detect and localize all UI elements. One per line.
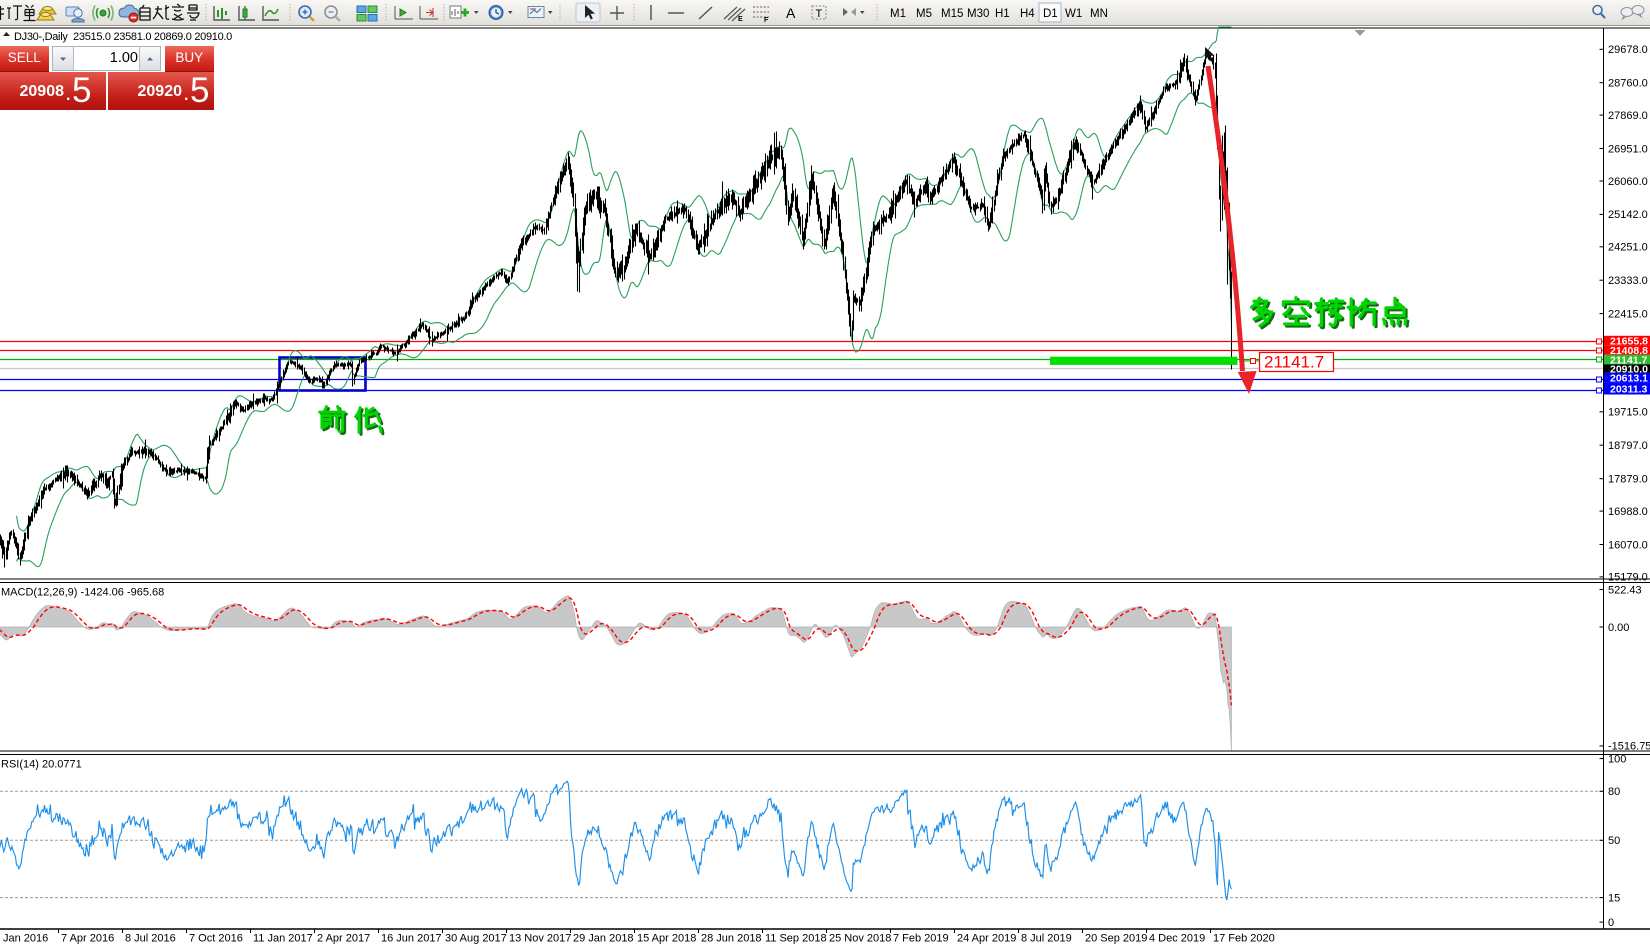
svg-text:27869.0: 27869.0 <box>1608 110 1648 122</box>
svg-text:23333.0: 23333.0 <box>1608 275 1648 287</box>
svg-text:100: 100 <box>1608 753 1626 765</box>
svg-text:A: A <box>786 5 796 21</box>
svg-text:19715.0: 19715.0 <box>1608 407 1648 419</box>
svg-text:22415.0: 22415.0 <box>1608 308 1648 320</box>
svg-text:25142.0: 25142.0 <box>1608 209 1648 221</box>
svg-text:26951.0: 26951.0 <box>1608 143 1648 155</box>
svg-text:Jan 2016: Jan 2016 <box>3 933 48 945</box>
svg-text:50: 50 <box>1608 835 1620 847</box>
svg-text:7 Feb 2019: 7 Feb 2019 <box>893 933 949 945</box>
svg-text:-1516.75: -1516.75 <box>1608 741 1650 753</box>
svg-text:MN: MN <box>1090 8 1108 20</box>
svg-text:15 Apr 2018: 15 Apr 2018 <box>637 933 696 945</box>
svg-text:D1: D1 <box>1043 8 1058 20</box>
svg-text:21408.8: 21408.8 <box>1610 345 1648 357</box>
svg-text:M5: M5 <box>916 8 932 20</box>
svg-text:20910.0: 20910.0 <box>1610 364 1648 376</box>
svg-text:7 Oct 2016: 7 Oct 2016 <box>189 933 243 945</box>
svg-text:M15: M15 <box>941 8 963 20</box>
svg-text:2 Apr 2017: 2 Apr 2017 <box>317 933 370 945</box>
svg-text:F: F <box>764 17 769 24</box>
svg-text:16988.0: 16988.0 <box>1608 506 1648 518</box>
svg-text:0.00: 0.00 <box>1608 622 1629 634</box>
svg-text:MACD(12,26,9) -1424.06 -965.68: MACD(12,26,9) -1424.06 -965.68 <box>1 587 164 599</box>
svg-text:0: 0 <box>1608 917 1614 929</box>
svg-text:H1: H1 <box>995 8 1010 20</box>
svg-text:30 Aug 2017: 30 Aug 2017 <box>445 933 507 945</box>
svg-text:8 Jul 2016: 8 Jul 2016 <box>125 933 176 945</box>
svg-text:26060.0: 26060.0 <box>1608 176 1648 188</box>
svg-text:80: 80 <box>1608 786 1620 798</box>
svg-text:15179.0: 15179.0 <box>1608 572 1648 584</box>
svg-text:M30: M30 <box>967 8 989 20</box>
svg-text:28760.0: 28760.0 <box>1608 78 1648 90</box>
svg-text:29 Jan 2018: 29 Jan 2018 <box>573 933 634 945</box>
svg-text:W1: W1 <box>1065 8 1082 20</box>
svg-text:21141.7: 21141.7 <box>1610 354 1648 366</box>
svg-text:11 Jan 2017: 11 Jan 2017 <box>253 933 313 945</box>
svg-text:T: T <box>816 8 823 20</box>
svg-text:17 Feb 2020: 17 Feb 2020 <box>1213 933 1275 945</box>
svg-text:20613.1: 20613.1 <box>1610 373 1648 385</box>
svg-text:8 Jul 2019: 8 Jul 2019 <box>1021 933 1072 945</box>
svg-text:E: E <box>738 16 743 23</box>
svg-text:11 Sep 2018: 11 Sep 2018 <box>765 933 827 945</box>
svg-text:DJ30-,Daily 23515.0 23581.0 2: DJ30-,Daily 23515.0 23581.0 20869.0 2091… <box>14 31 232 43</box>
svg-text:24251.0: 24251.0 <box>1608 242 1648 254</box>
svg-text:21141.7: 21141.7 <box>1264 353 1324 372</box>
svg-text:28 Jun 2018: 28 Jun 2018 <box>701 933 762 945</box>
svg-text:16070.0: 16070.0 <box>1608 539 1648 551</box>
svg-text:20311.3: 20311.3 <box>1610 383 1648 395</box>
svg-text:21655.8: 21655.8 <box>1610 335 1648 347</box>
svg-text:4 Dec 2019: 4 Dec 2019 <box>1149 933 1205 945</box>
svg-text:15: 15 <box>1608 892 1620 904</box>
svg-text:16 Jun 2017: 16 Jun 2017 <box>381 933 442 945</box>
svg-text:17879.0: 17879.0 <box>1608 474 1648 486</box>
svg-text:RSI(14) 20.0771: RSI(14) 20.0771 <box>1 759 82 771</box>
svg-text:25 Nov 2018: 25 Nov 2018 <box>829 933 891 945</box>
svg-text:18797.0: 18797.0 <box>1608 440 1648 452</box>
svg-text:13 Nov 2017: 13 Nov 2017 <box>509 933 571 945</box>
svg-text:29678.0: 29678.0 <box>1608 44 1648 56</box>
svg-text:24 Apr 2019: 24 Apr 2019 <box>957 933 1016 945</box>
svg-text:20 Sep 2019: 20 Sep 2019 <box>1085 933 1147 945</box>
svg-text:522.43: 522.43 <box>1608 584 1642 596</box>
svg-text:7 Apr 2016: 7 Apr 2016 <box>61 933 114 945</box>
svg-text:H4: H4 <box>1020 8 1035 20</box>
svg-text:M1: M1 <box>890 8 906 20</box>
